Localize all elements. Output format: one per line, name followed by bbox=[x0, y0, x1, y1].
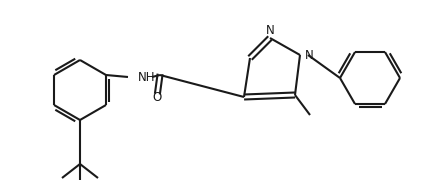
Text: N: N bbox=[266, 24, 274, 37]
Text: O: O bbox=[152, 91, 161, 104]
Text: N: N bbox=[305, 48, 314, 62]
Text: NH: NH bbox=[138, 71, 155, 84]
